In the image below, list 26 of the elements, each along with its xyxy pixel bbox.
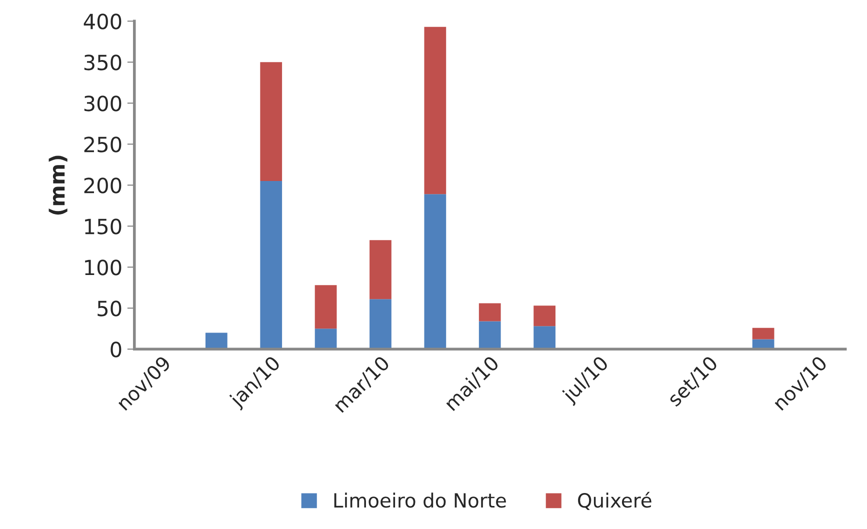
bar bbox=[260, 181, 282, 350]
bar bbox=[370, 240, 392, 300]
bar bbox=[424, 26, 446, 194]
y-tick-label: 200 bbox=[84, 178, 122, 194]
bar bbox=[370, 299, 392, 350]
bar bbox=[752, 328, 774, 340]
legend-label: Quixeré bbox=[578, 492, 652, 510]
bar bbox=[478, 303, 501, 322]
y-axis-title: (mm) bbox=[48, 156, 68, 215]
bar bbox=[534, 306, 556, 326]
bar bbox=[314, 328, 337, 350]
bar bbox=[478, 321, 501, 350]
bar bbox=[260, 62, 282, 182]
y-tick-label: 50 bbox=[98, 300, 122, 316]
y-tick-label: 350 bbox=[84, 54, 122, 70]
bar bbox=[534, 326, 556, 350]
y-tick-label: 0 bbox=[110, 342, 122, 358]
bar bbox=[205, 332, 228, 350]
y-tick-label: 150 bbox=[85, 218, 122, 234]
y-tick-label: 100 bbox=[85, 260, 122, 276]
legend-label: Limoeiro do Norte bbox=[334, 492, 506, 508]
bar bbox=[424, 194, 446, 350]
bar bbox=[314, 285, 337, 329]
y-tick-label: 300 bbox=[84, 96, 122, 112]
y-tick-label: 400 bbox=[84, 14, 122, 30]
y-tick-label: 250 bbox=[84, 136, 122, 152]
